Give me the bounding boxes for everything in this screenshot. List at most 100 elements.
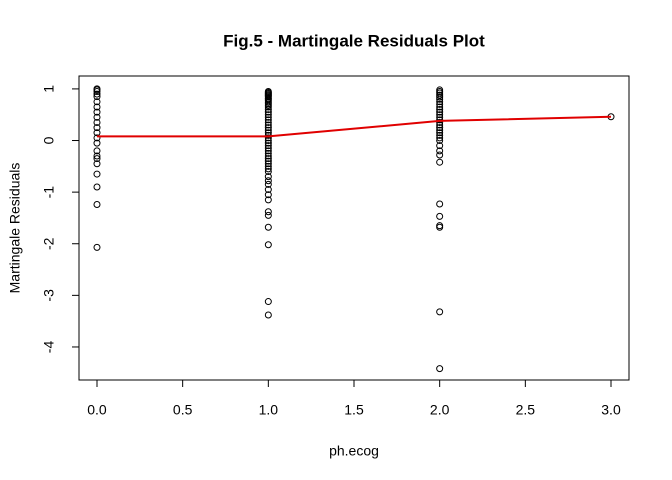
point xyxy=(436,158,444,166)
point xyxy=(264,118,272,126)
x-axis-label: ph.ecog xyxy=(329,443,379,459)
point xyxy=(264,139,272,147)
point xyxy=(264,177,272,185)
point xyxy=(436,212,444,220)
point xyxy=(264,191,272,199)
point xyxy=(264,162,272,170)
point xyxy=(264,111,272,119)
chart-title: Fig.5 - Martingale Residuals Plot xyxy=(223,31,485,50)
point xyxy=(264,134,272,142)
x-tick-label: 1.0 xyxy=(259,402,279,418)
y-axis-label: Martingale Residuals xyxy=(7,163,23,294)
y-tick-label: 0 xyxy=(41,136,57,144)
point xyxy=(436,223,444,231)
point xyxy=(264,165,272,173)
point xyxy=(264,155,272,163)
x-tick-label: 0.0 xyxy=(87,402,107,418)
point xyxy=(93,124,101,132)
point xyxy=(436,98,444,106)
point xyxy=(264,241,272,249)
point xyxy=(264,211,272,219)
point xyxy=(436,124,444,132)
x-tick-label: 2.5 xyxy=(516,402,536,418)
point xyxy=(436,118,444,126)
y-tick-label: 1 xyxy=(41,85,57,93)
point xyxy=(264,149,272,157)
smooth-line xyxy=(96,115,612,138)
point xyxy=(436,134,444,142)
point xyxy=(264,144,272,152)
point xyxy=(264,137,272,145)
point xyxy=(264,106,272,114)
point xyxy=(436,131,444,139)
point xyxy=(264,147,272,155)
point xyxy=(264,126,272,134)
point xyxy=(264,113,272,121)
point xyxy=(264,311,272,319)
point xyxy=(264,121,272,129)
point xyxy=(264,167,272,175)
x-tick-label: 2.0 xyxy=(430,402,450,418)
point xyxy=(436,308,444,316)
point xyxy=(436,100,444,108)
point xyxy=(93,152,101,160)
point xyxy=(436,142,444,150)
point xyxy=(436,103,444,111)
point xyxy=(93,134,101,142)
point xyxy=(264,152,272,160)
point xyxy=(436,91,444,99)
point xyxy=(93,139,101,147)
point xyxy=(93,87,101,95)
point xyxy=(93,98,101,106)
point xyxy=(436,137,444,145)
x-tick-label: 3.0 xyxy=(601,402,621,418)
point xyxy=(436,147,444,155)
y-tick-label: -4 xyxy=(41,341,57,354)
point xyxy=(93,183,101,191)
point xyxy=(436,126,444,134)
point xyxy=(436,111,444,119)
y-tick-label: -2 xyxy=(41,237,57,250)
point xyxy=(264,208,272,216)
point xyxy=(264,223,272,231)
point xyxy=(93,108,101,116)
point xyxy=(264,186,272,194)
point xyxy=(264,103,272,111)
point xyxy=(436,121,444,129)
x-tick-label: 1.5 xyxy=(344,402,364,418)
point xyxy=(264,180,272,188)
y-tick-label: -1 xyxy=(41,186,57,199)
point xyxy=(264,157,272,165)
point xyxy=(436,95,444,103)
point xyxy=(436,200,444,208)
point xyxy=(93,201,101,209)
point xyxy=(93,155,101,163)
point xyxy=(264,116,272,124)
point xyxy=(436,108,444,116)
point xyxy=(93,113,101,121)
point xyxy=(436,93,444,101)
point xyxy=(436,129,444,137)
point xyxy=(264,196,272,204)
point xyxy=(93,103,101,111)
point xyxy=(436,151,444,159)
point xyxy=(93,93,101,101)
x-tick-label: 0.5 xyxy=(173,402,193,418)
point xyxy=(264,124,272,132)
point xyxy=(436,106,444,114)
point xyxy=(93,118,101,126)
point xyxy=(264,142,272,150)
y-tick-label: -3 xyxy=(41,289,57,302)
point xyxy=(93,243,101,251)
point xyxy=(93,160,101,168)
point xyxy=(264,298,272,306)
point xyxy=(93,170,101,178)
point xyxy=(264,108,272,116)
point xyxy=(264,160,272,168)
point xyxy=(93,147,101,155)
point xyxy=(264,173,272,181)
point xyxy=(93,90,101,98)
point xyxy=(436,365,444,373)
